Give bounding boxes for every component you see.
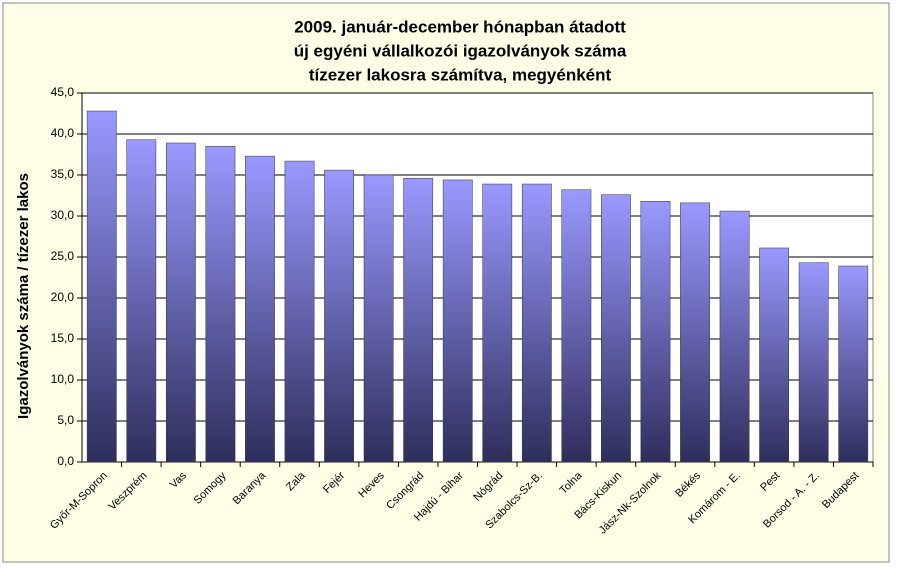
plot-area xyxy=(81,92,874,463)
y-tick-label: 45,0 xyxy=(51,85,75,99)
bar xyxy=(86,110,117,463)
y-tick-label: 20,0 xyxy=(51,290,75,304)
chart-title: új egyéni vállalkozói igazolványok száma xyxy=(294,41,627,60)
y-tick-label: 15,0 xyxy=(51,331,75,345)
bar xyxy=(561,189,592,463)
bar xyxy=(403,178,434,463)
bar xyxy=(245,155,275,463)
bar xyxy=(719,210,750,463)
chart-title: 2009. január-december hónapban átadott xyxy=(294,17,626,36)
chart-title: tízezer lakosra számítva, megyénként xyxy=(309,65,612,84)
bar xyxy=(680,202,710,463)
bar xyxy=(640,200,671,463)
y-tick-label: 35,0 xyxy=(51,167,75,181)
y-tick-label: 10,0 xyxy=(51,372,75,386)
bar xyxy=(205,146,236,463)
bar xyxy=(798,262,829,463)
bar xyxy=(442,179,473,463)
bar xyxy=(482,183,513,463)
bar xyxy=(759,247,790,463)
y-tick-label: 5,0 xyxy=(57,413,74,427)
bar xyxy=(838,265,869,463)
bar xyxy=(601,194,631,463)
bar xyxy=(126,139,157,463)
bar xyxy=(284,160,315,463)
y-tick-label: 25,0 xyxy=(51,249,75,263)
y-tick-label: 30,0 xyxy=(51,208,75,222)
y-tick-label: 40,0 xyxy=(51,126,75,140)
bar xyxy=(363,174,394,463)
bar xyxy=(521,183,552,463)
y-tick-label: 0,0 xyxy=(57,454,74,468)
bar xyxy=(165,142,196,463)
bar xyxy=(324,169,354,463)
y-axis-label: Igazolványok száma / tízezer lakos xyxy=(15,173,32,419)
